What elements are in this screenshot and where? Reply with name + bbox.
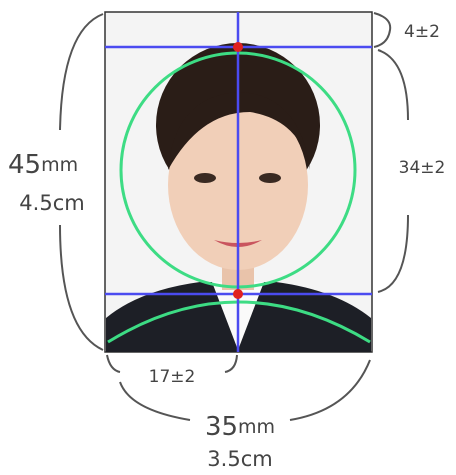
face-height-label: 34±2 — [399, 158, 446, 178]
height-number: 45 — [8, 150, 41, 180]
width-cm: 3.5cm — [207, 447, 272, 471]
chin-margin-label: 17±2 — [149, 367, 196, 387]
width-number: 35 — [205, 412, 238, 442]
width-value: 35mm — [205, 412, 275, 442]
diagram: 4±2 34±2 45mm 4.5cm 17±2 35mm 3.5cm — [0, 0, 456, 471]
height-value: 45mm — [8, 150, 78, 180]
height-cm: 4.5cm — [19, 191, 84, 215]
width-unit: mm — [238, 416, 275, 438]
height-unit: mm — [41, 154, 78, 176]
top-margin-label: 4±2 — [404, 22, 440, 42]
